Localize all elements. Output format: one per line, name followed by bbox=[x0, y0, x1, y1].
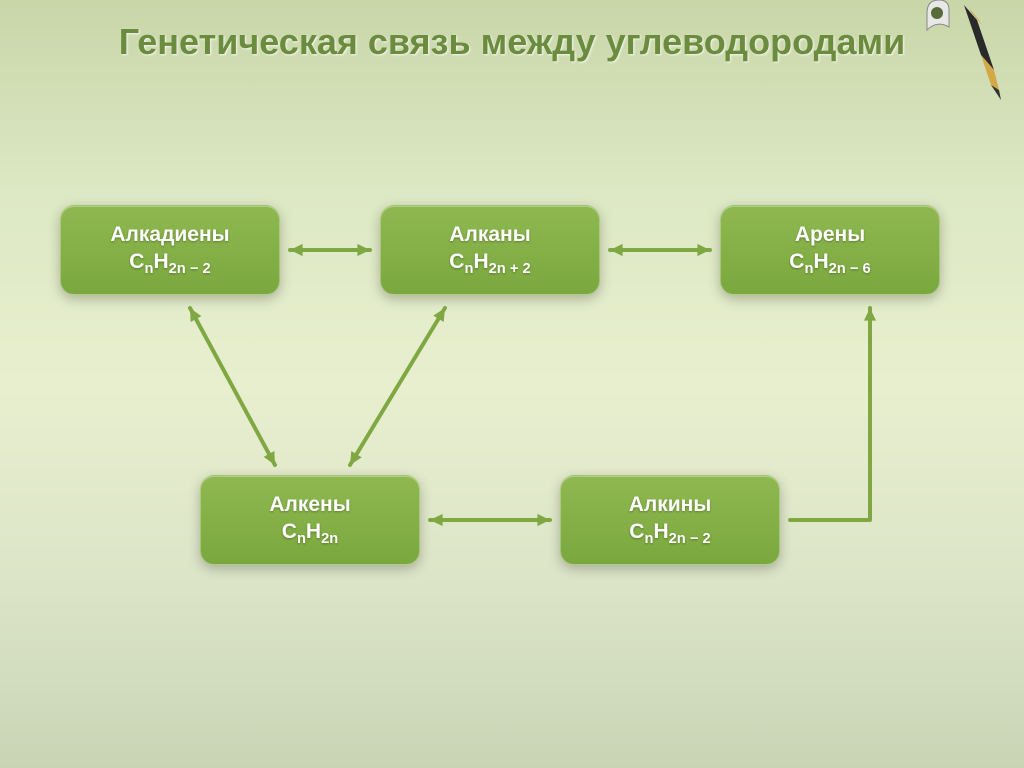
arrow-layer bbox=[0, 0, 1024, 768]
node-label: Арены bbox=[795, 221, 865, 248]
node-formula: CnH2n − 6 bbox=[789, 248, 870, 279]
node-formula: CnH2n + 2 bbox=[449, 248, 530, 279]
node-label: Алкены bbox=[269, 491, 350, 518]
node-formula: CnH2n bbox=[282, 518, 338, 549]
slide-title: Генетическая связь между углеводородами bbox=[51, 20, 973, 63]
node-alkanes: Алканы CnH2n + 2 bbox=[380, 205, 600, 295]
node-arenes: Арены CnH2n − 6 bbox=[720, 205, 940, 295]
node-label: Алкадиены bbox=[110, 221, 229, 248]
node-alkenes: Алкены CnH2n bbox=[200, 475, 420, 565]
node-label: Алкины bbox=[629, 491, 712, 518]
node-formula: CnH2n − 2 bbox=[629, 518, 710, 549]
node-label: Алканы bbox=[449, 221, 530, 248]
pen-decoration-icon bbox=[919, 0, 1014, 105]
node-alkynes: Алкины CnH2n − 2 bbox=[560, 475, 780, 565]
node-formula: CnH2n − 2 bbox=[129, 248, 210, 279]
node-alkadienes: Алкадиены CnH2n − 2 bbox=[60, 205, 280, 295]
